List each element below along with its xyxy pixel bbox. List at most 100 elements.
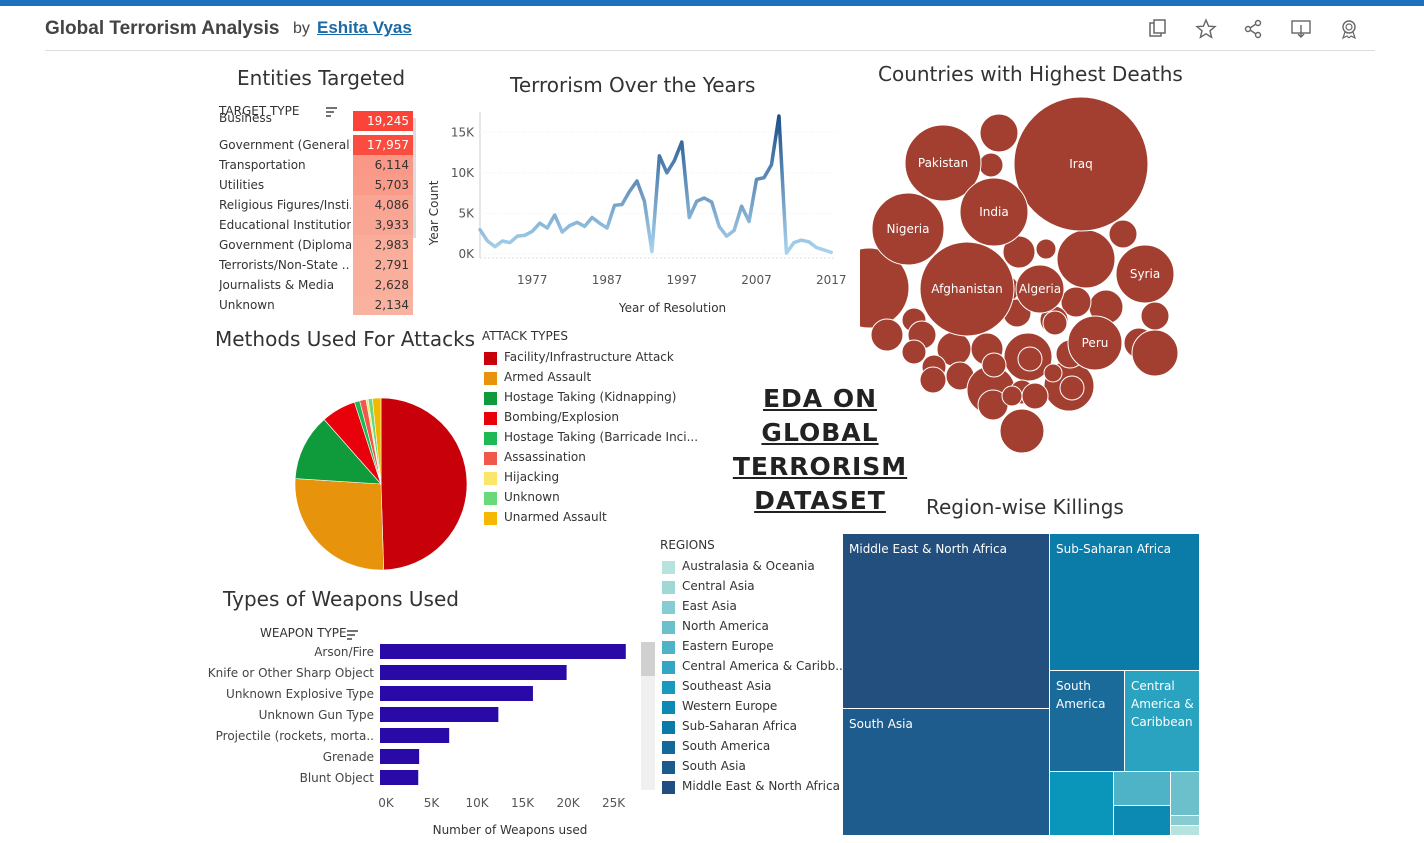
legend-label: Armed Assault — [504, 370, 591, 384]
treemap-cell-southeast-asia[interactable] — [1049, 771, 1114, 836]
legend-label: Hijacking — [504, 470, 559, 484]
legend-swatch — [484, 492, 497, 505]
weapons-title: Types of Weapons Used — [223, 587, 459, 611]
treemap-cell-western-europe[interactable] — [1113, 805, 1171, 836]
target-label: Business — [219, 111, 351, 125]
legend-label: Facility/Infrastructure Attack — [504, 350, 674, 364]
copy-icon[interactable] — [1147, 18, 1169, 40]
treemap-cell-south-america[interactable]: South America — [1049, 670, 1125, 772]
country-bubble — [1043, 311, 1067, 335]
target-row[interactable]: Religious Figures/Insti.. 4,086 — [219, 195, 415, 215]
line-y-tick: 15K — [451, 125, 475, 139]
target-label: Educational Institution — [219, 218, 351, 232]
legend-label: Central Asia — [682, 579, 755, 593]
legend-label: Hostage Taking (Barricade Inci... — [504, 430, 698, 444]
treemap-title: Region-wise Killings — [926, 495, 1124, 519]
target-row[interactable]: Educational Institution 3,933 — [219, 215, 415, 235]
eda-banner: EDA ON GLOBAL TERRORISM DATASET — [700, 382, 940, 518]
legend-label: Hostage Taking (Kidnapping) — [504, 390, 676, 404]
line-y-tick: 5K — [458, 206, 475, 220]
legend-swatch — [484, 512, 497, 525]
target-value: 5,703 — [353, 175, 413, 195]
weapon-bar — [380, 644, 626, 659]
author-link[interactable]: Eshita Vyas — [317, 18, 412, 38]
weapon-x-tick: 5K — [424, 796, 441, 810]
treemap-cell-sub-saharan[interactable]: Sub-Saharan Africa — [1049, 533, 1200, 671]
eda-line-2: TERRORISM — [700, 450, 940, 484]
target-label: Religious Figures/Insti.. — [219, 198, 351, 212]
legend-label: North America — [682, 619, 769, 633]
target-row[interactable]: Government (Diploma.. 2,983 — [219, 235, 415, 255]
target-row[interactable]: Transportation 6,114 — [219, 155, 415, 175]
country-bubble — [1057, 230, 1115, 288]
treemap-label: South Asia — [849, 715, 913, 733]
target-row[interactable]: Journalists & Media 2,628 — [219, 275, 415, 295]
treemap-label: Middle East & North Africa — [849, 540, 1007, 558]
target-value: 2,983 — [353, 235, 413, 255]
legend-swatch — [662, 701, 675, 714]
treemap-cell-middle-east[interactable]: Middle East & North Africa — [842, 533, 1050, 709]
country-label: Iraq — [1069, 157, 1092, 171]
target-row[interactable]: Terrorists/Non-State .. 2,791 — [219, 255, 415, 275]
treemap-cell-central-america[interactable]: Central America & Caribbean — [1124, 670, 1200, 772]
country-bubble — [980, 114, 1018, 152]
country-bubble — [1022, 383, 1048, 409]
legend-label: Eastern Europe — [682, 639, 774, 653]
weapon-x-tick: 20K — [556, 796, 580, 810]
country-bubble — [1002, 386, 1022, 406]
attack-types-legend-title: ATTACK TYPES — [482, 329, 568, 343]
country-bubble — [982, 353, 1006, 377]
country-bubble — [1036, 239, 1056, 259]
badge-icon[interactable] — [1338, 18, 1360, 40]
country-label: Peru — [1082, 336, 1109, 350]
regions-legend-title: REGIONS — [660, 538, 715, 552]
treemap-cell-south-asia[interactable]: South Asia — [842, 708, 1050, 836]
entities-scrollbar[interactable] — [413, 118, 416, 238]
legend-label: Bombing/Explosion — [504, 410, 619, 424]
country-bubble — [1141, 302, 1169, 330]
country-bubble — [1132, 330, 1178, 376]
weapons-scrollbar-thumb[interactable] — [641, 642, 655, 676]
legend-label: East Asia — [682, 599, 737, 613]
country-label: Syria — [1130, 267, 1160, 281]
target-value: 2,628 — [353, 275, 413, 295]
legend-swatch — [662, 621, 675, 634]
star-icon[interactable] — [1195, 18, 1217, 40]
share-icon[interactable] — [1242, 18, 1264, 40]
legend-swatch — [484, 392, 497, 405]
weapon-x-tick: 0K — [378, 796, 395, 810]
target-row[interactable]: Utilities 5,703 — [219, 175, 415, 195]
legend-label: Unarmed Assault — [504, 510, 607, 524]
top-accent-bar — [0, 0, 1424, 6]
treemap-cell-oceania[interactable] — [1170, 825, 1200, 836]
target-label: Terrorists/Non-State .. — [219, 258, 351, 272]
target-value: 3,933 — [353, 215, 413, 235]
legend-swatch — [484, 372, 497, 385]
target-label: Journalists & Media — [219, 278, 351, 292]
target-value: 2,134 — [353, 295, 413, 315]
download-icon[interactable] — [1290, 18, 1312, 40]
legend-swatch — [662, 741, 675, 754]
bar-chart: Arson/Fire Knife or Other Sharp Object Unk… — [200, 636, 660, 843]
eda-line-1: EDA ON GLOBAL — [700, 382, 940, 450]
treemap-label: South America — [1056, 677, 1116, 713]
treemap-cell-north-america[interactable] — [1170, 771, 1200, 816]
target-label: Unknown — [219, 298, 351, 312]
target-row[interactable]: Government (General) 17,957 — [219, 135, 415, 155]
header: Global Terrorism Analysis by Eshita Vyas — [45, 14, 1375, 51]
target-row[interactable]: Unknown 2,134 — [219, 295, 415, 315]
weapons-scrollbar-track[interactable] — [641, 642, 655, 790]
target-label: Government (General) — [219, 138, 351, 152]
weapon-bar — [380, 686, 533, 701]
legend-swatch — [662, 661, 675, 674]
treemap-label: Sub-Saharan Africa — [1056, 540, 1171, 558]
legend-swatch — [662, 581, 675, 594]
line-y-tick: 0K — [458, 247, 475, 261]
target-label: Transportation — [219, 158, 351, 172]
target-label: Utilities — [219, 178, 351, 192]
weapon-x-tick: 10K — [465, 796, 489, 810]
pie-chart — [290, 392, 472, 574]
target-row[interactable]: Business 19,245 — [219, 115, 415, 135]
treemap-cell-eastern-europe[interactable] — [1113, 771, 1171, 806]
line-y-tick: 10K — [451, 166, 475, 180]
